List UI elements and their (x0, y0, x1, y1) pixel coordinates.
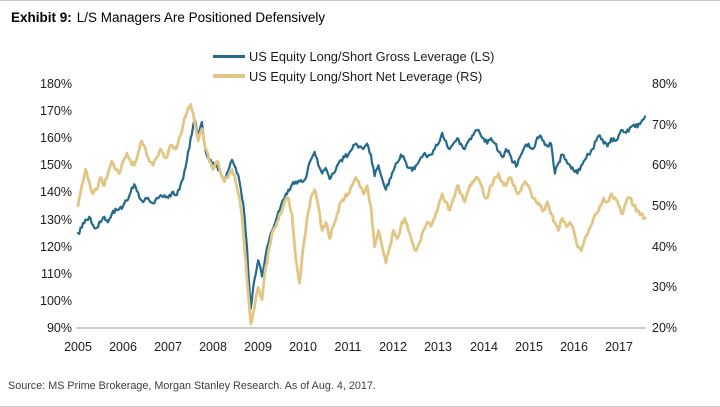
y-axis-tick-left: 150% (40, 158, 72, 172)
x-axis-tick: 2007 (154, 340, 182, 354)
net-leverage-line-swatch (213, 74, 245, 78)
x-axis-tick: 2013 (424, 340, 452, 354)
page-title: Exhibit 9: L/S Managers Are Positioned De… (11, 10, 325, 25)
source-note: Source: MS Prime Brokerage, Morgan Stanl… (8, 380, 376, 392)
x-axis-tick: 2017 (605, 340, 633, 354)
y-axis-tick-right: 50% (652, 199, 678, 213)
legend-label-gross: US Equity Long/Short Gross Leverage (LS) (249, 48, 495, 64)
y-axis-tick-left: 170% (40, 104, 72, 118)
x-axis-tick: 2006 (109, 340, 137, 354)
y-axis-tick-left: 120% (40, 240, 72, 254)
y-axis-tick-left: 100% (40, 294, 72, 308)
x-axis-tick: 2009 (244, 340, 272, 354)
x-axis-tick: 2005 (64, 340, 92, 354)
chart-legend: US Equity Long/Short Gross Leverage (LS)… (213, 46, 494, 86)
gross-leverage-line-swatch (213, 54, 245, 58)
exhibit-number: Exhibit 9: (11, 10, 72, 25)
y-axis-tick-right: 80% (652, 77, 678, 91)
net-leverage-line (76, 102, 647, 326)
y-axis-tick-right: 70% (652, 118, 678, 132)
x-axis-tick: 2011 (334, 340, 362, 354)
x-axis-tick: 2016 (560, 340, 588, 354)
y-axis-tick-left: 110% (40, 267, 72, 281)
y-axis-tick-left: 180% (40, 77, 72, 91)
x-axis-tick: 2012 (379, 340, 407, 354)
exhibit-title: L/S Managers Are Positioned Defensively (76, 10, 326, 25)
legend-item-net: US Equity Long/Short Net Leverage (RS) (213, 66, 494, 86)
y-axis-tick-right: 30% (652, 280, 678, 294)
y-axis-tick-left: 90% (46, 321, 72, 335)
x-axis-tick: 2008 (199, 340, 227, 354)
y-axis-tick-left: 140% (40, 185, 72, 199)
y-axis-tick-left: 160% (40, 131, 72, 145)
y-axis-tick-right: 20% (652, 321, 678, 335)
y-axis-tick-left: 130% (40, 213, 72, 227)
legend-item-gross: US Equity Long/Short Gross Leverage (LS) (213, 46, 494, 66)
y-axis-tick-right: 60% (652, 158, 678, 172)
x-axis-tick: 2015 (515, 340, 543, 354)
x-axis-tick: 2014 (470, 340, 498, 354)
y-axis-tick-right: 40% (652, 240, 678, 254)
gross-leverage-line (76, 115, 647, 311)
x-axis-tick: 2010 (289, 340, 317, 354)
legend-label-net: US Equity Long/Short Net Leverage (RS) (249, 68, 483, 84)
